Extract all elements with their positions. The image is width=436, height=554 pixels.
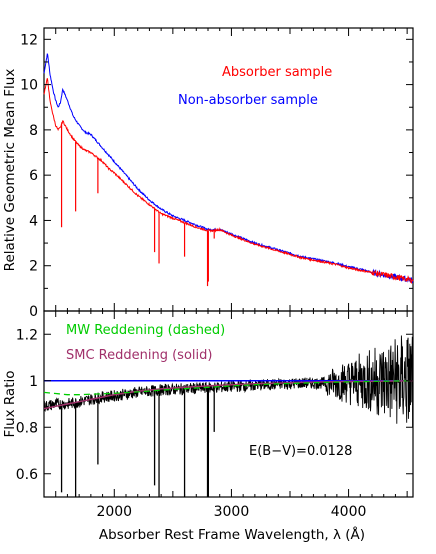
series-line-non-absorber: [43, 53, 414, 284]
xtick-label: 2000: [96, 504, 132, 520]
top-ylabel: Relative Geometric Mean Flux: [2, 69, 18, 272]
bottom-ytick-label: 1.2: [16, 327, 38, 343]
series-line-absorber: [43, 78, 414, 284]
bottom-ytick-label: 1: [29, 374, 38, 390]
annotation-smc-reddening: SMC Reddening (solid): [66, 348, 212, 363]
top-ytick-label: 10: [20, 78, 38, 94]
legend-non-absorber-sample: Non-absorber sample: [178, 93, 318, 108]
annotation-ebv: E(B−V)=0.0128: [249, 444, 352, 459]
xlabel: Absorber Rest Frame Wavelength, λ (Å): [99, 526, 365, 543]
annotation-mw-reddening: MW Reddening (dashed): [66, 323, 225, 338]
bottom-ylabel: Flux Ratio: [2, 370, 18, 437]
top-ytick-label: 12: [20, 32, 38, 48]
bottom-ytick-label: 0.6: [16, 467, 38, 483]
top-ytick-label: 0: [29, 304, 38, 320]
top-ytick-label: 2: [29, 259, 38, 275]
bottom-ytick-label: 0.8: [16, 420, 38, 436]
top-ytick-label: 8: [29, 123, 38, 139]
xtick-label: 3000: [214, 504, 250, 520]
xtick-label: 4000: [331, 504, 367, 520]
top-ytick-label: 4: [29, 213, 38, 229]
top-ytick-label: 6: [29, 168, 38, 184]
mw-reddening-curve: [44, 380, 413, 396]
legend-absorber-sample: Absorber sample: [222, 65, 332, 80]
